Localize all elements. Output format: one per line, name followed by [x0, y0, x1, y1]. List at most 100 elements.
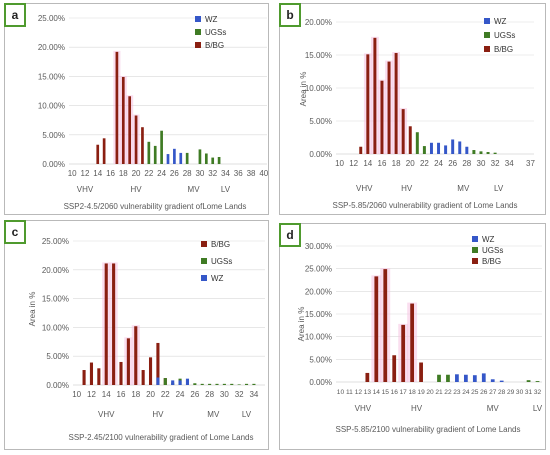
bar-b-bg	[128, 96, 132, 164]
y-tick-label: 25.00%	[38, 14, 65, 23]
x-tick-label: 22	[444, 389, 452, 396]
bar-ugss	[472, 150, 476, 154]
bar-wz	[178, 380, 182, 385]
x-tick-label: 18	[392, 159, 401, 168]
bar-b-bg	[387, 61, 391, 154]
x-tick-label: 10	[68, 169, 77, 178]
bar-b-bg	[359, 146, 363, 154]
bar-b-bg	[408, 126, 412, 154]
bar-b-bg	[134, 115, 138, 164]
bar-wz	[444, 145, 448, 154]
bar-wz	[499, 380, 504, 382]
legend-swatch	[484, 46, 490, 52]
bar-ugss	[193, 383, 197, 385]
bar-b-bg	[126, 338, 130, 385]
x-tick-label: 22	[420, 159, 429, 168]
x-tick-label: 14	[363, 159, 372, 168]
bar-b-bg	[394, 53, 398, 154]
x-tick-label: 30	[516, 389, 524, 396]
x-tick-label: 40	[259, 169, 268, 178]
chart-b-svg: 0.00% 5.00% 10.00% 15.00% 20.00% 10 12 14 16 18 20…	[299, 17, 535, 210]
bar-ugss	[153, 145, 157, 164]
legend-swatch	[472, 247, 478, 253]
bar-b-bg	[104, 263, 108, 385]
chart-a-svg: 0.00% 5.00% 10.00% 15.00% 20.00% 25.00% 10 12 14…	[38, 14, 269, 211]
y-tick-label: 20.00%	[42, 266, 69, 275]
bar-b-bg	[383, 269, 388, 382]
bar-ugss	[160, 130, 163, 164]
x-tick-label: 16	[391, 389, 399, 396]
zone-label: VHV	[77, 185, 94, 194]
zone-label: HV	[152, 410, 164, 419]
y-tick-label: 10.00%	[42, 323, 69, 332]
x-tick-label: 25	[471, 389, 479, 396]
legend-label: B/BG	[211, 240, 230, 249]
x-tick-label: 31	[525, 389, 533, 396]
legend-label: B/BG	[205, 41, 224, 50]
bar-b-bg	[82, 370, 86, 385]
bar-ugss	[185, 152, 189, 164]
y-tick-label: 10.00%	[305, 333, 332, 342]
zone-label: LV	[494, 184, 504, 193]
bar-b-bg	[365, 372, 370, 382]
bar-b-bg	[112, 263, 116, 385]
legend-swatch	[484, 18, 490, 24]
zone-label: HV	[131, 185, 143, 194]
bar-wz	[437, 142, 441, 154]
legend-label: UGSs	[205, 28, 226, 37]
bar-wz	[472, 375, 477, 382]
bar-ugss	[215, 383, 219, 385]
bar-b-bg	[373, 37, 377, 155]
bar-b-bg	[96, 144, 100, 164]
x-tick-label: 10	[335, 159, 344, 168]
x-tick-label: 18	[408, 389, 416, 396]
y-axis-label: Area in %	[299, 72, 308, 107]
x-tick-label: 12	[349, 159, 358, 168]
x-tick-label: 28	[462, 159, 471, 168]
y-tick-label: 15.00%	[42, 295, 69, 304]
bar-ugss	[204, 153, 208, 164]
zone-label: LV	[242, 410, 252, 419]
x-tick-label: 34	[249, 390, 258, 399]
bar-wz	[179, 152, 183, 164]
zone-label: MV	[207, 410, 220, 419]
bar-b-bg	[410, 303, 415, 382]
x-tick-label: 18	[119, 169, 128, 178]
bar-ugss	[208, 383, 212, 385]
x-tick-label: 34	[221, 169, 230, 178]
bar-wz	[463, 374, 468, 382]
x-tick-label: 20	[146, 390, 155, 399]
x-tick-label: 20	[406, 159, 415, 168]
legend-label: WZ	[205, 15, 218, 24]
bar-ugss	[415, 132, 419, 154]
legend-swatch	[201, 241, 207, 247]
zone-label: MV	[188, 185, 201, 194]
bar-b-bg	[119, 361, 123, 385]
legend-swatch	[195, 16, 201, 22]
bar-b-bg	[102, 138, 106, 164]
x-tick-label: 32	[491, 159, 500, 168]
y-tick-label: 10.00%	[38, 102, 65, 111]
legend-swatch	[472, 236, 478, 242]
bar-b-bg	[141, 370, 145, 385]
bar-wz	[455, 374, 459, 382]
y-axis-label: Area in %	[28, 292, 37, 327]
bar-wz	[166, 154, 170, 164]
bar-wz	[156, 377, 160, 385]
legend-label: WZ	[494, 17, 507, 26]
x-tick-label: 34	[505, 159, 514, 168]
legend-label: UGSs	[211, 257, 232, 266]
y-tick-label: 25.00%	[305, 265, 332, 274]
legend-label: WZ	[482, 235, 495, 244]
bar-ugss	[222, 383, 226, 385]
legend-label: UGSs	[482, 246, 503, 255]
x-tick-label: 30	[477, 159, 486, 168]
bar-ugss	[486, 152, 490, 154]
bar-wz	[490, 379, 495, 382]
bar-b-bg	[148, 357, 153, 385]
zone-label: HV	[401, 184, 413, 193]
y-tick-label: 5.00%	[42, 131, 65, 140]
bar-b-bg	[401, 109, 405, 154]
panel-label-a: a	[4, 3, 26, 27]
x-tick-label: 15	[382, 389, 390, 396]
